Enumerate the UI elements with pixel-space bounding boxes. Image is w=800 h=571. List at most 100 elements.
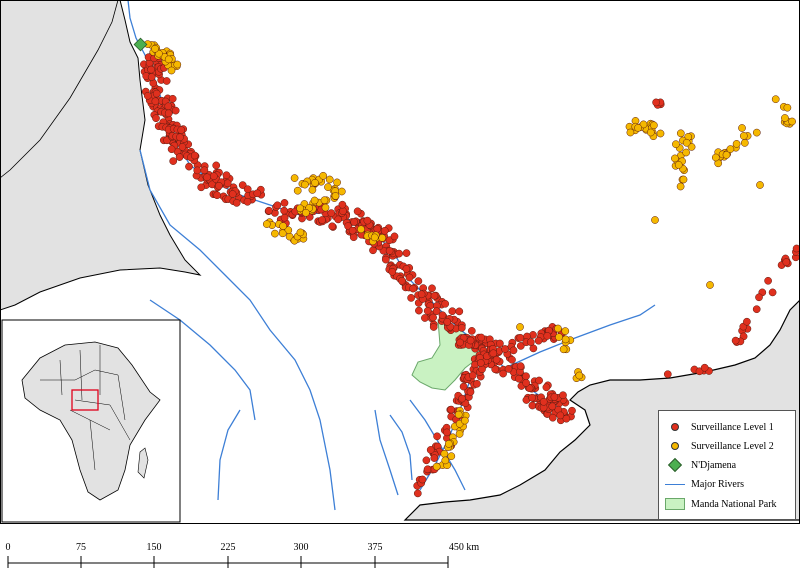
surveillance-level-2-point [320, 196, 329, 205]
surveillance-level-1-point [441, 299, 450, 308]
scale-tick-label: 450 km [448, 542, 480, 553]
surveillance-level-2-point [293, 186, 302, 195]
surveillance-level-1-point [402, 249, 411, 257]
surveillance-level-2-point [447, 452, 456, 461]
surveillance-level-1-point [542, 383, 551, 392]
surveillance-level-2-point [321, 203, 330, 212]
surveillance-level-2-point [626, 128, 635, 137]
surveillance-level-1-point [731, 336, 740, 345]
neighbor-country-northwest [0, 0, 202, 311]
surveillance-level-1-point [243, 185, 252, 194]
surveillance-level-2-point [682, 148, 690, 157]
scale-tick-label: 375 [367, 542, 383, 553]
surveillance-level-1-point [477, 333, 486, 342]
surveillance-level-1-point [422, 456, 431, 465]
surveillance-level-1-point [164, 102, 173, 111]
surveillance-level-1-point [232, 199, 241, 207]
surveillance-level-1-point [496, 339, 504, 348]
surveillance-level-2-point [308, 186, 317, 194]
surveillance-level-1-point [438, 311, 447, 320]
surveillance-level-2-point [756, 181, 764, 189]
legend-label: Manda National Park [691, 498, 777, 510]
inset-study-area-box [71, 389, 99, 411]
surveillance-level-1-point [423, 307, 432, 315]
surveillance-level-1-point [328, 222, 337, 231]
surveillance-level-1-point [568, 406, 576, 415]
surveillance-level-1-point [556, 411, 565, 420]
legend: Surveillance Level 1 Surveillance Level … [658, 410, 796, 520]
legend-item-ndjamena: N'Djamena [663, 457, 736, 473]
surveillance-level-1-point [443, 428, 451, 437]
blue-line-icon [663, 477, 687, 491]
river-east-tributary [504, 304, 656, 369]
surveillance-level-2-point [296, 228, 305, 237]
surveillance-level-1-point [407, 294, 415, 302]
surveillance-level-2-point [441, 456, 450, 465]
surveillance-level-2-point [279, 222, 287, 230]
surveillance-level-1-point [143, 91, 152, 100]
surveillance-level-1-point [522, 379, 530, 387]
surveillance-level-1-point [334, 215, 343, 224]
scale-tick-label: 225 [220, 542, 236, 553]
surveillance-level-1-point [426, 446, 435, 454]
scale-tick-label: 150 [146, 542, 162, 553]
scale-tick-label: 300 [293, 542, 309, 553]
surveillance-level-1-point [147, 73, 156, 81]
surveillance-level-2-point [561, 335, 570, 344]
surveillance-level-1-point [213, 191, 221, 200]
surveillance-level-1-point [492, 355, 501, 364]
surveillance-level-1-point [363, 216, 372, 225]
surveillance-level-2-point [679, 175, 688, 184]
surveillance-level-1-point [162, 77, 171, 85]
surveillance-level-1-point [550, 393, 559, 401]
surveillance-level-2-point [302, 208, 310, 217]
surveillance-level-1-point [509, 346, 518, 355]
legend-label: Major Rivers [691, 478, 745, 490]
surveillance-level-1-point [489, 349, 498, 358]
scale-tick-label: 75 [76, 542, 86, 553]
surveillance-level-1-point [228, 190, 237, 198]
surveillance-level-1-point [395, 249, 403, 258]
surveillance-level-1-point [467, 327, 476, 335]
surveillance-level-2-point [325, 175, 334, 184]
surveillance-level-2-point [651, 216, 659, 224]
surveillance-level-1-point [466, 388, 475, 396]
surveillance-level-1-point [501, 345, 509, 353]
surveillance-level-1-point [448, 307, 457, 316]
surveillance-level-1-point [152, 89, 161, 98]
surveillance-level-2-point [454, 410, 463, 419]
surveillance-level-2-point [783, 103, 792, 112]
surveillance-level-2-point [575, 371, 584, 380]
surveillance-level-1-point [238, 181, 247, 189]
surveillance-level-1-point [369, 246, 377, 255]
surveillance-level-1-point [652, 98, 660, 107]
surveillance-level-1-point [402, 265, 411, 273]
surveillance-level-1-point [197, 183, 206, 192]
river-southwest [217, 409, 241, 501]
surveillance-level-2-point [432, 462, 441, 471]
scale-bar-graphic [7, 556, 449, 568]
surveillance-level-1-point [409, 284, 417, 293]
surveillance-level-1-point [222, 171, 231, 180]
surveillance-level-1-point [398, 276, 406, 285]
surveillance-level-2-point [674, 161, 683, 169]
surveillance-level-1-point [280, 199, 289, 207]
inset-africa-outline [21, 341, 161, 501]
surveillance-level-1-point [167, 145, 176, 154]
surveillance-level-1-point [423, 465, 432, 474]
legend-label: Surveillance Level 1 [691, 421, 774, 433]
surveillance-level-2-point [554, 324, 562, 333]
surveillance-level-1-point [209, 172, 218, 181]
surveillance-level-1-point [177, 126, 186, 134]
green-diamond-icon [663, 457, 687, 473]
surveillance-level-1-point [752, 305, 761, 314]
river-logone [139, 149, 336, 511]
surveillance-level-1-point [273, 201, 282, 210]
scale-bar: 0 75 150 225 300 375 450 km [0, 528, 800, 571]
surveillance-level-2-point [687, 143, 696, 151]
surveillance-level-2-point [739, 132, 748, 140]
legend-label: N'Djamena [691, 459, 737, 471]
yellow-dot-icon [663, 439, 687, 453]
surveillance-level-1-point [543, 332, 552, 340]
surveillance-level-1-point [353, 207, 362, 216]
